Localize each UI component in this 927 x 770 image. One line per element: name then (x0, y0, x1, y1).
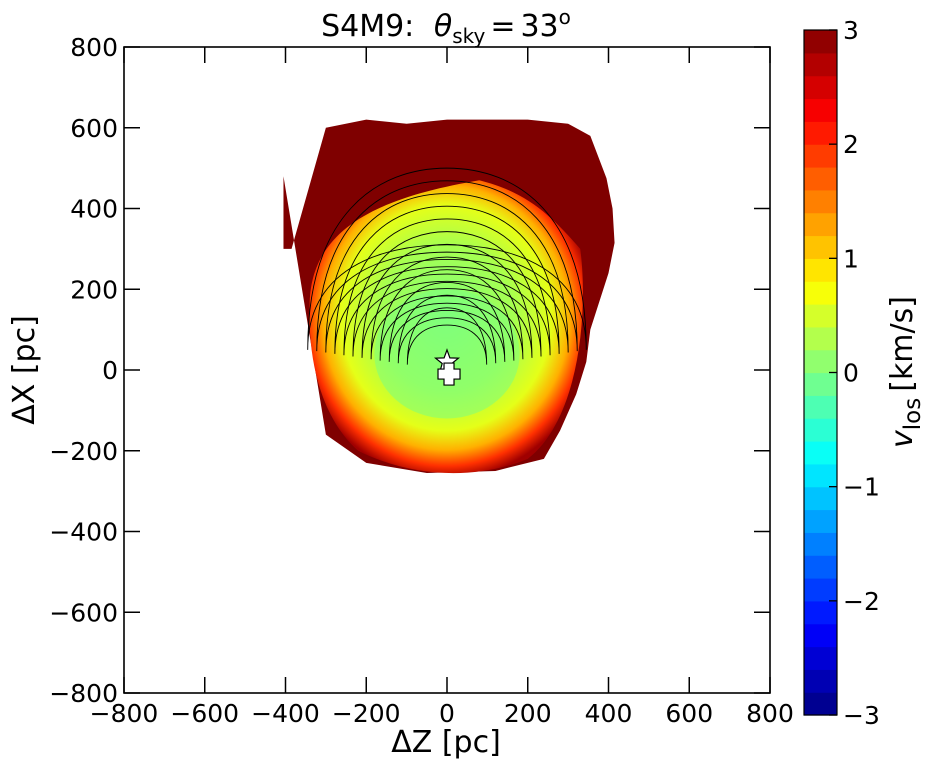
contour-line (379, 269, 515, 361)
contour-line (307, 167, 587, 350)
y-tick-label: 800 (70, 33, 118, 62)
colorbar-segment (804, 235, 837, 259)
colorbar-segment (804, 167, 837, 191)
contour-line (352, 231, 542, 357)
colorbar-segment (804, 121, 837, 145)
contour-line (334, 205, 560, 354)
colorbar-tick-label: −2 (843, 587, 880, 616)
y-tick-label: −400 (49, 518, 118, 547)
cross-marker (437, 362, 461, 386)
contour-line (370, 256, 524, 360)
x-tick-label: 400 (585, 699, 633, 728)
x-tick-label: −400 (251, 699, 320, 728)
colorbar-tick-label: −1 (843, 473, 880, 502)
y-tick-label: −200 (49, 437, 118, 466)
colorbar-segment (804, 189, 837, 214)
colorbar-segment (804, 349, 837, 374)
colorbar-tick-label: 0 (843, 359, 859, 388)
colorbar-segment (804, 532, 837, 556)
colorbar-segment (804, 463, 837, 488)
colorbar-segment (804, 578, 837, 602)
colorbar-segment (804, 600, 837, 625)
colorbar-segment (804, 692, 837, 716)
colorbar-tick-label: −3 (843, 701, 880, 730)
colorbar-segment (804, 418, 837, 442)
y-tick-label: 0 (102, 356, 118, 385)
x-tick-label: −800 (90, 699, 159, 728)
chart-title: S4M9: θsky = 33o (321, 5, 571, 48)
colorbar-segment (804, 212, 837, 237)
y-tick-label: −800 (49, 679, 118, 708)
colorbar-tick-label: 2 (843, 130, 859, 159)
contour-line (397, 294, 497, 364)
colorbar-tick-label: 3 (843, 16, 859, 45)
colorbar-segment (804, 30, 837, 54)
velocity-field (283, 119, 615, 474)
colorbar-segment (804, 326, 837, 351)
colorbar-segment (804, 395, 837, 419)
contour-line (406, 307, 488, 365)
contour-line (316, 180, 578, 352)
colorbar-segment (804, 486, 837, 511)
colorbar-segment (804, 623, 837, 648)
colorbar-segment (804, 52, 837, 77)
x-tick-label: 0 (439, 699, 455, 728)
colorbar: −3 −2 −1 0 1 2 3 (803, 16, 880, 730)
colorbar-segment (804, 258, 837, 282)
colorbar-segment (804, 441, 837, 465)
colorbar-segment (804, 555, 837, 579)
y-tick-label: 200 (70, 275, 118, 304)
colorbar-segment (804, 509, 837, 533)
colorbar-segment (804, 75, 837, 100)
contour-line (343, 218, 551, 356)
y-axis-label: ΔX [pc] (7, 315, 42, 425)
axis-ticks: −800 −600 −400 −200 0 200 400 600 800 −800 −600 −40… (49, 33, 794, 728)
x-tick-label: 200 (504, 699, 552, 728)
colorbar-segment (804, 281, 837, 305)
x-tick-label: 800 (746, 699, 794, 728)
y-tick-label: 600 (70, 114, 118, 143)
colorbar-segment (804, 372, 837, 396)
contour-line (325, 193, 569, 353)
y-tick-label: −600 (49, 598, 118, 627)
y-tick-label: 400 (70, 195, 118, 224)
colorbar-tick-label: 1 (843, 244, 859, 273)
x-tick-label: −200 (332, 699, 401, 728)
x-tick-label: −600 (170, 699, 239, 728)
colorbar-label: vlos[km/s] (885, 296, 926, 448)
colorbar-segment (804, 98, 837, 122)
colorbar-segment (804, 304, 837, 328)
x-tick-label: 600 (665, 699, 713, 728)
colorbar-segment (804, 646, 837, 670)
colorbar-segment (804, 669, 837, 693)
x-axis-label: ΔZ [pc] (391, 725, 501, 760)
colorbar-segment (804, 144, 837, 168)
